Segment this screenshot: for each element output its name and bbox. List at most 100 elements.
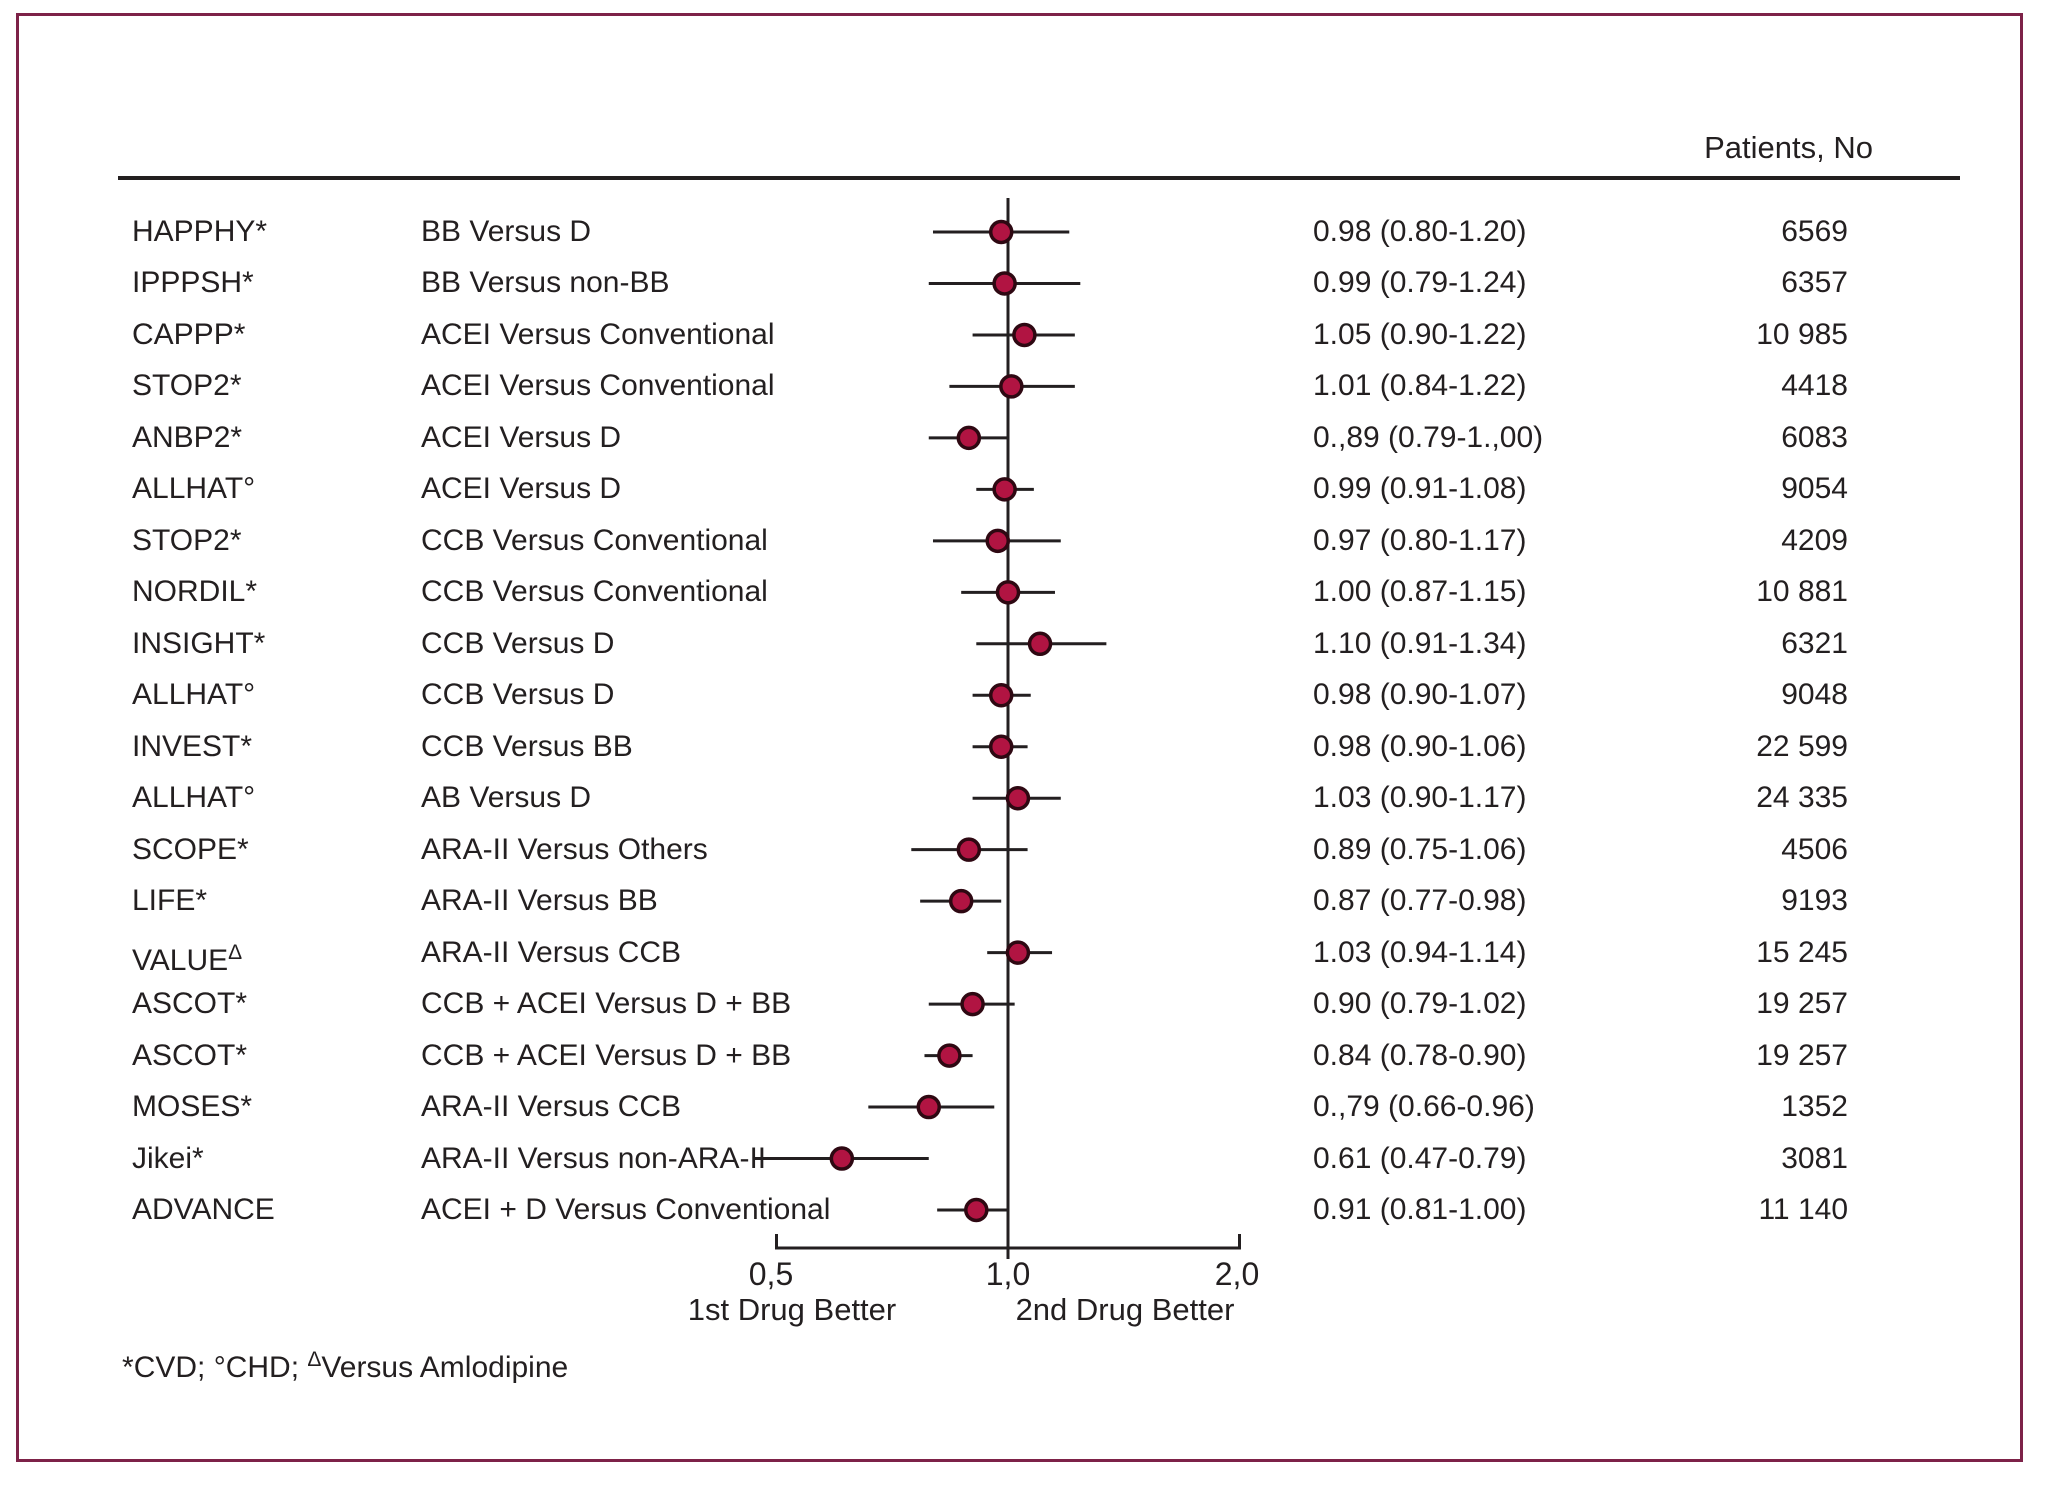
table-row: ALLHAT° ACEI Versus D 0.99 (0.91-1.08) 9…: [0, 463, 2045, 515]
trial-name: STOP2: [132, 523, 230, 557]
patients-count: 22 599: [1756, 729, 1848, 763]
point-estimate-marker: [1005, 785, 1031, 811]
trial-name: IPPPSH: [132, 266, 243, 300]
trial-name: ADVANCE: [132, 1193, 275, 1226]
patients-count: 6321: [1781, 626, 1848, 660]
comparison-label: ARA-II Versus CCB: [421, 935, 682, 969]
patients-count: 3081: [1781, 1141, 1848, 1175]
header-rule: [118, 176, 1960, 180]
trial-name: ALLHAT: [132, 472, 244, 506]
table-row: MOSES* ARA-II Versus CCB 0.,79 (0.66-0.9…: [0, 1081, 2045, 1133]
comparison-label: CCB Versus Conventional: [421, 523, 768, 557]
trial-name-cell: IPPPSH*: [132, 257, 254, 309]
point-estimate-marker: [999, 374, 1024, 399]
point-estimate-marker: [992, 477, 1017, 502]
table-row: VALUEΔ ARA-II Versus CCB 1.03 (0.94-1.14…: [0, 927, 2045, 979]
trial-name-cell: STOP2*: [132, 515, 242, 567]
patients-count: 19 257: [1756, 987, 1848, 1021]
estimate-ci-label: 1.05 (0.90-1.22): [1313, 317, 1527, 351]
trial-superscript: *: [195, 884, 208, 918]
trial-name: MOSES: [132, 1090, 241, 1124]
table-row: IPPPSH* BB Versus non-BB 0.99 (0.79-1.24…: [0, 257, 2045, 309]
point-estimate-marker: [988, 734, 1014, 759]
estimate-ci-label: 1.03 (0.94-1.14): [1313, 935, 1527, 969]
footnote: *CVD; °CHD; ΔVersus Amlodipine: [122, 1348, 569, 1384]
point-estimate-marker: [916, 1094, 942, 1120]
trial-superscript: *: [235, 1038, 248, 1072]
patients-count: 9193: [1781, 884, 1848, 918]
trial-superscript: *: [245, 575, 258, 609]
trial-name-cell: ALLHAT°: [132, 772, 255, 824]
table-row: NORDIL* CCB Versus Conventional 1.00 (0.…: [0, 566, 2045, 618]
estimate-ci-label: 0.87 (0.77-0.98): [1313, 884, 1527, 918]
trial-superscript: *: [253, 626, 266, 660]
trial-name-cell: STOP2*: [132, 360, 242, 412]
point-estimate-marker: [956, 837, 982, 862]
estimate-ci-label: 1.10 (0.91-1.34): [1313, 626, 1527, 660]
trial-superscript: *: [233, 317, 246, 351]
trial-name: INVEST: [132, 729, 241, 763]
trial-superscript: *: [242, 266, 254, 300]
trial-name-cell: ALLHAT°: [132, 463, 255, 515]
comparison-label: ACEI Versus Conventional: [421, 369, 775, 403]
table-row: ALLHAT° AB Versus D 1.03 (0.90-1.17) 24 …: [0, 772, 2045, 824]
estimate-ci-label: 0.89 (0.75-1.06): [1313, 832, 1527, 866]
patients-count: 10 881: [1756, 575, 1848, 609]
trial-name-cell: VALUEΔ: [132, 927, 242, 987]
trial-superscript: *: [240, 1090, 253, 1124]
estimate-ci-label: 0.98 (0.90-1.06): [1313, 729, 1527, 763]
trial-name: ANBP2: [132, 420, 231, 454]
estimate-ci-label: 0.98 (0.80-1.20): [1313, 215, 1527, 248]
table-row: STOP2* CCB Versus Conventional 0.97 (0.8…: [0, 515, 2045, 567]
point-estimate-marker: [992, 271, 1017, 296]
estimate-ci-label: 0.91 (0.81-1.00): [1313, 1193, 1527, 1226]
trial-name: NORDIL: [132, 575, 246, 609]
trial-name: ALLHAT: [132, 678, 244, 712]
patients-count: 4418: [1781, 369, 1848, 403]
estimate-ci-label: 0.97 (0.80-1.17): [1313, 523, 1527, 557]
patients-count: 24 335: [1756, 781, 1848, 815]
table-row: ALLHAT° CCB Versus D 0.98 (0.90-1.07) 90…: [0, 669, 2045, 721]
trial-name-cell: NORDIL*: [132, 566, 257, 618]
comparison-label: ARA-II Versus non-ARA-II: [421, 1141, 767, 1175]
trial-name: ALLHAT: [132, 781, 244, 815]
table-row: INSIGHT* CCB Versus D 1.10 (0.91-1.34) 6…: [0, 618, 2045, 670]
point-estimate-marker: [988, 683, 1014, 708]
comparison-label: CCB Versus BB: [421, 729, 633, 763]
comparison-label: ARA-II Versus CCB: [421, 1090, 682, 1124]
trial-superscript: °: [243, 678, 256, 712]
trial-name: HAPPHY: [132, 215, 256, 248]
trial-name: INSIGHT: [132, 626, 254, 660]
estimate-ci-label: 0.90 (0.79-1.02): [1313, 987, 1527, 1021]
comparison-label: ARA-II Versus BB: [421, 884, 658, 918]
trial-name-cell: ASCOT*: [132, 978, 247, 1030]
table-row: ADVANCE ACEI + D Versus Conventional 0.9…: [0, 1184, 2045, 1236]
trial-superscript: *: [192, 1141, 204, 1175]
trial-superscript: Δ: [228, 940, 243, 964]
trial-name: SCOPE: [132, 832, 238, 866]
comparison-label: CCB Versus D: [421, 626, 615, 660]
patients-count: 6357: [1781, 266, 1848, 300]
trial-superscript: *: [230, 420, 243, 454]
table-row: CAPPP* ACEI Versus Conventional 1.05 (0.…: [0, 309, 2045, 361]
comparison-label: AB Versus D: [421, 781, 592, 815]
trial-name-cell: Jikei*: [132, 1133, 204, 1185]
point-estimate-marker: [995, 580, 1021, 605]
comparison-label: CCB + ACEI Versus D + BB: [421, 987, 792, 1021]
x-axis-right-label: 2nd Drug Better: [1015, 1292, 1235, 1327]
patients-count: 11 140: [1758, 1193, 1848, 1226]
trial-name-cell: ALLHAT°: [132, 669, 255, 721]
estimate-ci-label: 0.,89 (0.79-1.,00): [1313, 420, 1544, 454]
trial-name: VALUE: [132, 943, 229, 977]
trial-name-cell: ASCOT*: [132, 1030, 247, 1082]
comparison-label: ACEI Versus D: [421, 472, 622, 506]
table-row: ASCOT* CCB + ACEI Versus D + BB 0.90 (0.…: [0, 978, 2045, 1030]
estimate-ci-label: 1.00 (0.87-1.15): [1313, 575, 1527, 609]
comparison-label: CCB Versus Conventional: [421, 575, 768, 609]
trial-name-cell: CAPPP*: [132, 309, 245, 361]
trial-name-cell: INVEST*: [132, 721, 252, 773]
estimate-ci-label: 0.98 (0.90-1.07): [1313, 678, 1527, 712]
patients-count: 6569: [1781, 215, 1848, 248]
